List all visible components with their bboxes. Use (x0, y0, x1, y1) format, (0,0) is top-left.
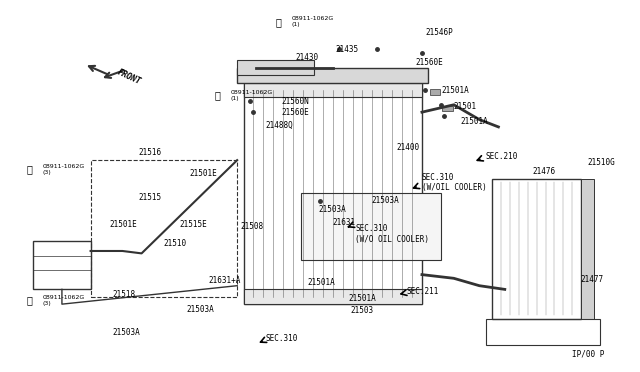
Text: SEC.310
(W/OIL COOLER): SEC.310 (W/OIL COOLER) (422, 173, 486, 192)
Text: 21503: 21503 (351, 306, 374, 315)
Text: SEC.310: SEC.310 (266, 334, 298, 343)
Text: 21501A: 21501A (307, 278, 335, 287)
Text: 08911-1062G
(1): 08911-1062G (1) (291, 16, 333, 27)
Text: 21560E: 21560E (415, 58, 444, 67)
Text: SEC.211: SEC.211 (406, 287, 438, 296)
Text: 21501A: 21501A (349, 294, 376, 303)
Text: 21503A: 21503A (319, 205, 346, 215)
Bar (442, 106, 452, 112)
Text: 21503A: 21503A (113, 328, 141, 337)
Text: SEC.210: SEC.210 (486, 152, 518, 161)
Text: 21501: 21501 (454, 102, 477, 111)
Text: 21515: 21515 (138, 193, 161, 202)
Bar (33, 241, 91, 289)
Bar (581, 179, 594, 319)
Bar (91, 160, 237, 297)
Text: 21501E: 21501E (109, 220, 138, 229)
Text: 08911-1062G
(1): 08911-1062G (1) (231, 90, 273, 101)
Bar (244, 289, 422, 304)
Text: SEC.310
(W/O OIL COOLER): SEC.310 (W/O OIL COOLER) (355, 224, 429, 244)
Text: 08911-1062G
(3): 08911-1062G (3) (43, 164, 85, 175)
Text: 08911-1062G
(3): 08911-1062G (3) (43, 295, 85, 306)
Text: 21546P: 21546P (425, 28, 453, 37)
Text: 21515E: 21515E (180, 220, 207, 229)
Bar (429, 89, 440, 95)
Text: 21508: 21508 (241, 222, 264, 231)
Text: 21510: 21510 (164, 239, 187, 248)
Text: 21400: 21400 (396, 143, 420, 152)
Bar (244, 83, 422, 304)
Bar (301, 193, 441, 260)
Bar (244, 83, 422, 97)
Text: 21631: 21631 (333, 218, 356, 227)
Text: 21501A: 21501A (441, 86, 469, 94)
Text: 21560N: 21560N (282, 97, 310, 106)
Text: 21435: 21435 (336, 45, 359, 54)
Text: 21503A: 21503A (186, 305, 214, 314)
Text: 21631+A: 21631+A (209, 276, 241, 285)
Bar (492, 179, 581, 319)
Text: Ⓝ: Ⓝ (215, 90, 221, 100)
Text: 21518: 21518 (113, 291, 136, 299)
Text: Ⓝ: Ⓝ (27, 295, 33, 305)
Text: IP/00 P: IP/00 P (572, 350, 604, 359)
Bar (237, 61, 314, 75)
Text: 21503A: 21503A (371, 196, 399, 205)
Text: 21501E: 21501E (189, 169, 217, 177)
Text: 21477: 21477 (580, 275, 603, 283)
Bar (486, 319, 600, 345)
Text: Ⓝ: Ⓝ (275, 17, 281, 27)
Text: 21430: 21430 (296, 53, 319, 62)
Text: 21516: 21516 (138, 148, 161, 157)
Text: Ⓝ: Ⓝ (27, 164, 33, 174)
Text: 21488Q: 21488Q (266, 121, 294, 129)
Text: 21501A: 21501A (460, 117, 488, 126)
Text: FRONT: FRONT (116, 68, 143, 86)
Text: 21560E: 21560E (282, 108, 310, 117)
Bar (237, 68, 428, 83)
Text: 21510G: 21510G (588, 157, 616, 167)
Text: 21476: 21476 (532, 167, 556, 176)
